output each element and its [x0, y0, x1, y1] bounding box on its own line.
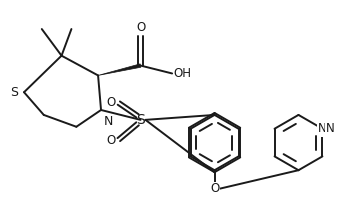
- Text: S: S: [10, 86, 18, 99]
- Text: N: N: [104, 115, 113, 128]
- Text: O: O: [210, 182, 219, 196]
- Polygon shape: [98, 64, 141, 75]
- Text: O: O: [136, 21, 145, 34]
- Text: O: O: [106, 134, 116, 147]
- Text: N: N: [318, 122, 327, 135]
- Text: O: O: [106, 95, 116, 109]
- Text: S: S: [136, 113, 145, 127]
- Text: OH: OH: [173, 67, 191, 80]
- Text: N: N: [325, 122, 334, 135]
